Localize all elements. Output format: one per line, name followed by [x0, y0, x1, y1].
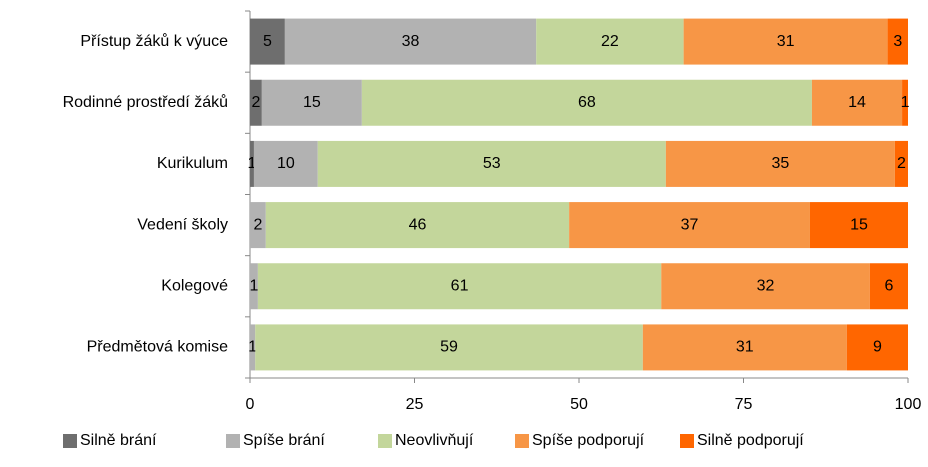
- bar-segment: [894, 140, 908, 187]
- legend-label: Silně podporují: [697, 432, 804, 449]
- data-label: 6: [884, 277, 893, 294]
- bar-segment: [253, 140, 318, 187]
- bar-segment: [661, 263, 870, 310]
- data-label: 61: [451, 277, 469, 294]
- bar-segment: [265, 202, 570, 249]
- legend-label: Silně brání: [80, 432, 157, 449]
- legend-swatch: [515, 434, 529, 448]
- bar-segment: [809, 202, 908, 249]
- category-label: Vedení školy: [137, 216, 228, 233]
- legend-swatch: [680, 434, 694, 448]
- bar-segment: [250, 202, 266, 249]
- bar-segment: [683, 18, 888, 65]
- bar-segment: [250, 324, 256, 371]
- category-label: Přístup žáků k výuce: [80, 32, 228, 50]
- x-tick-label: 25: [406, 396, 424, 413]
- legend-swatch: [63, 434, 77, 448]
- category-label: Předmětová komise: [87, 339, 228, 356]
- bar-segment: [536, 18, 684, 65]
- bar-segment: [250, 18, 285, 65]
- x-tick-label: 50: [570, 396, 588, 413]
- data-label: 53: [483, 155, 501, 172]
- category-label: Rodinné prostředí žáků: [63, 93, 228, 111]
- bar-segment: [250, 263, 258, 310]
- bar-segment: [257, 263, 662, 310]
- bar-segment: [250, 140, 254, 187]
- bar-segment: [811, 79, 903, 126]
- data-label: 15: [850, 216, 868, 233]
- data-label: 9: [873, 339, 882, 356]
- bar-segment: [846, 324, 908, 371]
- category-label: Kurikulum: [157, 155, 228, 172]
- data-label: 10: [277, 155, 295, 172]
- data-label: 2: [253, 216, 262, 233]
- data-label: 3: [893, 33, 902, 50]
- data-label: 14: [848, 94, 866, 111]
- bar-segment: [255, 324, 643, 371]
- bar-segment: [665, 140, 895, 187]
- data-label: 5: [263, 33, 272, 50]
- data-label: 38: [402, 33, 420, 50]
- bar-segment: [887, 18, 908, 65]
- data-label: 22: [601, 33, 619, 50]
- bar-segment: [902, 79, 908, 126]
- data-label: 31: [736, 339, 754, 356]
- data-label: 1: [248, 339, 257, 356]
- bar-segment: [361, 79, 812, 126]
- legend-label: Spíše brání: [243, 432, 325, 449]
- data-label: 32: [757, 277, 775, 294]
- bar-segment: [261, 79, 362, 126]
- data-label: 1: [901, 94, 910, 111]
- data-label: 2: [897, 155, 906, 172]
- data-label: 68: [578, 94, 596, 111]
- data-label: 37: [681, 216, 699, 233]
- data-label: 46: [409, 216, 427, 233]
- data-label: 15: [303, 94, 321, 111]
- data-label: 1: [248, 155, 257, 172]
- legend-label: Neovlivňují: [395, 432, 474, 449]
- x-tick-label: 75: [735, 396, 753, 413]
- bar-segment: [869, 263, 908, 310]
- legend-label: Spíše podporují: [532, 432, 645, 449]
- bar-segment: [317, 140, 666, 187]
- bar-segment: [284, 18, 537, 65]
- legend-swatch: [378, 434, 392, 448]
- bar-segment: [250, 79, 262, 126]
- category-label: Kolegové: [161, 277, 228, 294]
- bar-segment: [569, 202, 810, 249]
- x-tick-label: 100: [895, 396, 922, 413]
- x-tick-label: 0: [246, 396, 255, 413]
- data-label: 2: [251, 94, 260, 111]
- data-label: 1: [249, 277, 258, 294]
- data-label: 59: [440, 339, 458, 356]
- data-label: 35: [771, 155, 789, 172]
- legend-swatch: [226, 434, 240, 448]
- bar-segment: [642, 324, 847, 371]
- data-label: 31: [777, 33, 795, 50]
